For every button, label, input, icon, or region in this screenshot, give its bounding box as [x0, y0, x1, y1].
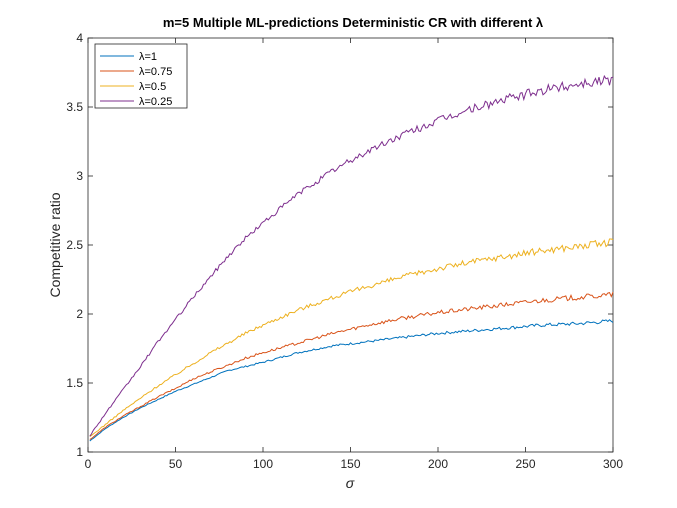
legend-label: λ=0.5: [139, 81, 166, 93]
y-tick-label: 3: [76, 169, 83, 183]
y-tick-label: 1: [76, 445, 83, 459]
series-layer: [89, 74, 614, 442]
x-axis: 0 50 100 150 200 250 300: [85, 38, 623, 471]
series-line-2: [89, 291, 614, 440]
x-tick-label: 50: [169, 457, 183, 471]
x-tick-label: 100: [253, 457, 273, 471]
legend: λ=1 λ=0.75 λ=0.5 λ=0.25: [94, 43, 188, 109]
y-tick-label: 2: [76, 307, 83, 321]
series-line-3: [89, 238, 614, 437]
chart-title: m=5 Multiple ML-predictions Deterministi…: [163, 15, 544, 30]
y-tick-label: 1.5: [66, 376, 83, 390]
x-axis-title: σ: [346, 475, 355, 491]
y-axis-title: Competitive ratio: [47, 192, 63, 297]
series-line-4: [89, 74, 614, 437]
legend-label: λ=0.25: [139, 96, 172, 108]
y-tick-label: 2.5: [66, 238, 83, 252]
y-tick-label: 4: [76, 31, 83, 45]
x-tick-label: 200: [428, 457, 448, 471]
x-tick-label: 300: [603, 457, 623, 471]
x-tick-label: 150: [340, 457, 360, 471]
series-line-1: [89, 319, 614, 442]
legend-label: λ=0.75: [139, 66, 172, 78]
legend-label: λ=1: [139, 51, 157, 63]
legend-box: [94, 43, 188, 109]
y-tick-label: 3.5: [66, 100, 83, 114]
x-tick-label: 0: [85, 457, 92, 471]
y-axis: 1 1.5 2 2.5 3 3.5 4: [66, 31, 613, 459]
x-tick-label: 250: [515, 457, 535, 471]
